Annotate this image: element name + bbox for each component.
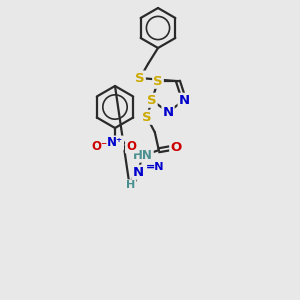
Text: N⁺: N⁺: [107, 136, 123, 149]
Text: =N: =N: [146, 162, 164, 172]
Text: N: N: [178, 94, 190, 107]
Text: O: O: [170, 141, 182, 154]
Text: S: S: [135, 71, 145, 85]
Text: O: O: [126, 140, 136, 152]
Text: H: H: [126, 180, 136, 190]
Text: S: S: [153, 75, 163, 88]
Text: N: N: [132, 166, 143, 179]
Text: N: N: [162, 106, 174, 118]
Text: S: S: [147, 94, 157, 107]
Text: HN: HN: [133, 149, 153, 162]
Text: S: S: [142, 111, 152, 124]
Text: O⁻: O⁻: [91, 140, 107, 152]
